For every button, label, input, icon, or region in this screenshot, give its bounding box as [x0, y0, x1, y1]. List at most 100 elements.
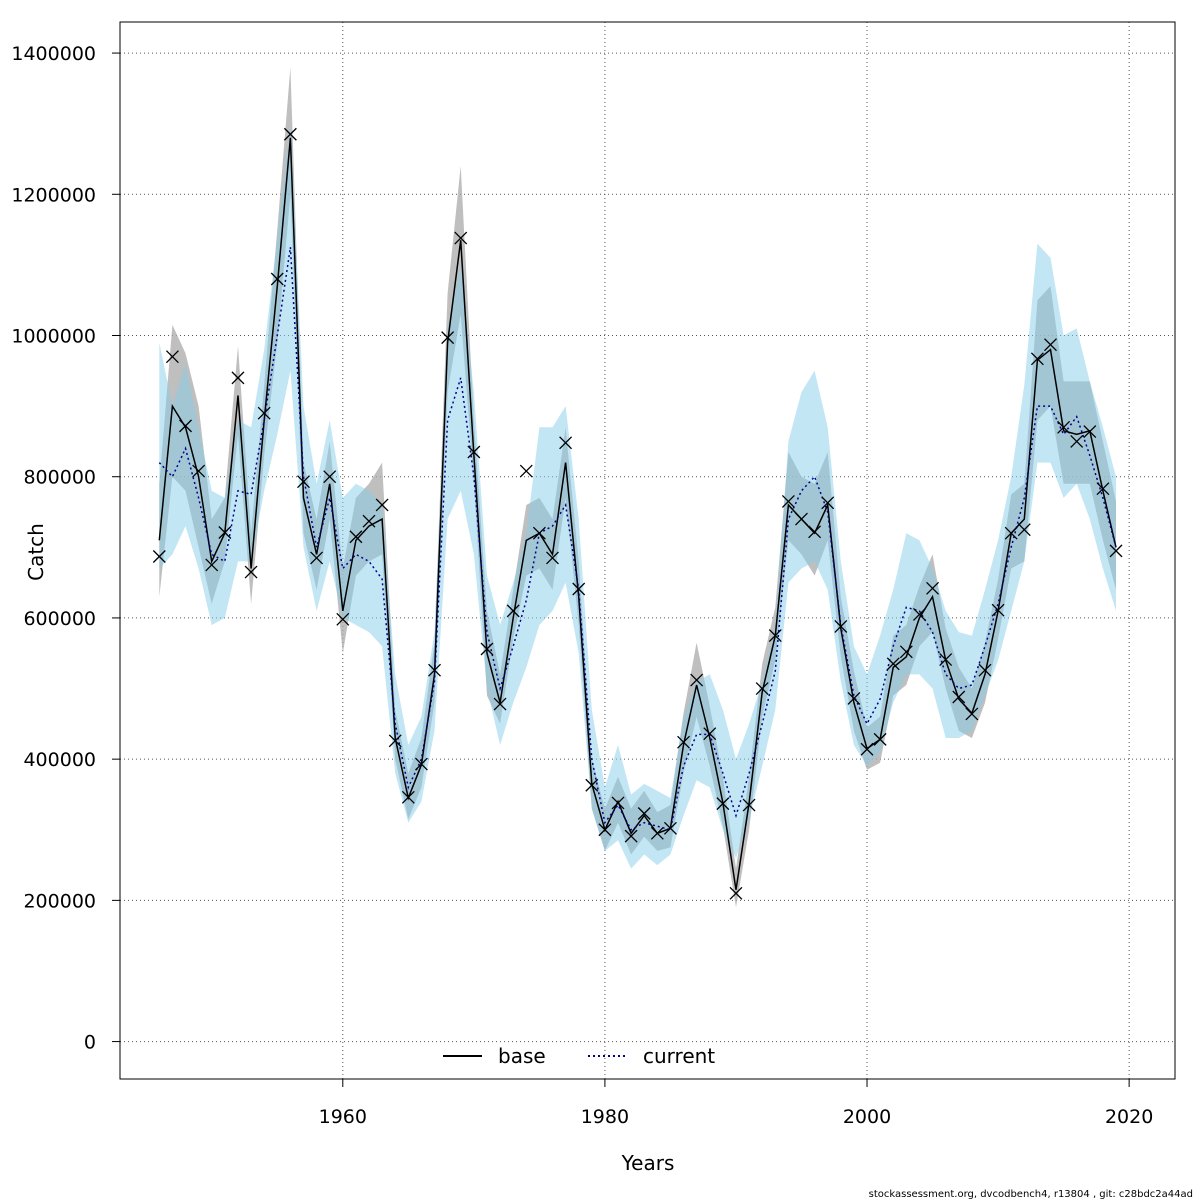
observed-point-1965: [401, 790, 415, 804]
observed-point-2002: [886, 657, 900, 671]
observed-point-2005: [926, 581, 940, 595]
observed-point-1986: [677, 735, 690, 749]
observed-point-2000: [860, 742, 874, 756]
observed-point-1977: [559, 436, 573, 450]
observed-point-1990: [729, 886, 743, 900]
observed-point-1998: [834, 619, 848, 633]
confidence-bands: [159, 67, 1117, 908]
observed-point-1973: [506, 604, 520, 618]
observed-point-2013: [1030, 352, 1044, 366]
observed-point-1991: [742, 798, 756, 812]
observed-point-2014: [1044, 338, 1057, 352]
observed-point-1974: [519, 464, 533, 478]
observed-point-1975: [532, 526, 546, 540]
observed-point-1988: [703, 727, 717, 741]
legend-base-label: base: [498, 1044, 546, 1068]
current-line: [158, 247, 1117, 831]
observed-point-2016: [1070, 434, 1084, 448]
observed-point-1968: [441, 331, 455, 345]
observed-point-2007: [952, 690, 966, 704]
y-tick-label-1400000: 1400000: [11, 43, 96, 65]
observed-point-1949: [192, 464, 206, 478]
observed-point-1961: [349, 530, 363, 544]
observed-point-1992: [755, 682, 769, 695]
y-tick-label-200000: 200000: [23, 890, 96, 912]
observed-point-1971: [480, 642, 494, 656]
observed-point-2011: [1004, 526, 1018, 540]
observed-point-2010: [991, 603, 1005, 617]
observed-point-1947: [165, 350, 179, 364]
observed-point-2009: [978, 663, 992, 677]
observed-point-1960: [336, 612, 350, 626]
axes: 1960 1980 2000 2020 0 200000 400000 600000 80000…: [11, 43, 1153, 1128]
observed-point-2008: [965, 707, 979, 721]
observed-point-1969: [454, 231, 468, 245]
observed-point-1955: [270, 272, 284, 286]
observed-point-1981: [611, 796, 625, 810]
observed-point-2001: [873, 732, 887, 746]
observed-point-2004: [912, 607, 926, 621]
legend: base current: [443, 1044, 715, 1068]
observed-point-1957: [297, 475, 310, 489]
observed-point-1958: [310, 551, 324, 565]
observed-point-1952: [231, 371, 245, 385]
observed-point-1959: [323, 470, 337, 484]
x-tick-label-2000: 2000: [843, 1106, 891, 1128]
observed-point-1997: [821, 496, 835, 510]
observed-point-1964: [388, 734, 402, 748]
observed-point-1967: [428, 663, 441, 677]
observed-point-1985: [663, 821, 677, 835]
observed-point-1979: [585, 778, 599, 792]
observed-point-2015: [1057, 420, 1071, 434]
observed-point-1989: [716, 797, 730, 811]
y-tick-label-800000: 800000: [23, 467, 96, 489]
x-tick-label-2020: 2020: [1105, 1106, 1153, 1128]
observed-point-2006: [939, 653, 953, 667]
footer-credit: stockassessment.org, dvcodbench4, r13804…: [869, 1189, 1193, 1200]
observed-point-1995: [795, 512, 808, 526]
y-tick-label-1000000: 1000000: [11, 325, 96, 347]
observed-point-2017: [1083, 425, 1097, 438]
observed-point-1993: [768, 629, 782, 643]
observed-point-1984: [650, 826, 664, 840]
x-tick-label-1960: 1960: [319, 1106, 367, 1128]
current-confidence-band: [159, 123, 1117, 869]
observed-point-1983: [637, 807, 651, 820]
observed-point-1976: [546, 551, 559, 565]
y-tick-label-400000: 400000: [23, 749, 96, 771]
observed-point-1956: [283, 127, 297, 141]
observed-point-1972: [493, 697, 507, 711]
y-tick-label-1200000: 1200000: [11, 184, 96, 206]
observed-point-1987: [690, 673, 704, 687]
observed-point-1994: [781, 494, 795, 508]
y-tick-label-0: 0: [84, 1032, 96, 1054]
observed-point-2018: [1096, 482, 1110, 496]
observed-points: [152, 127, 1123, 900]
x-tick-label-1980: 1980: [581, 1106, 629, 1128]
observed-point-1950: [205, 558, 219, 572]
observed-point-1963: [375, 498, 389, 512]
observed-point-1980: [598, 823, 612, 837]
observed-point-1970: [467, 445, 481, 459]
observed-point-1996: [808, 525, 822, 539]
observed-point-2003: [899, 645, 913, 659]
observed-point-1962: [362, 514, 376, 528]
observed-point-1966: [414, 757, 428, 771]
x-axis-title: Years: [621, 1151, 675, 1175]
observed-point-1982: [624, 829, 638, 843]
observed-point-2019: [1109, 544, 1123, 558]
observed-point-1946: [152, 550, 166, 563]
legend-current-label: current: [643, 1044, 715, 1068]
series-lines: [158, 137, 1117, 890]
observed-point-1999: [847, 691, 861, 705]
y-axis-title: Catch: [24, 523, 48, 581]
base-line: [158, 137, 1117, 890]
observed-point-1953: [244, 565, 258, 579]
observed-point-1954: [257, 406, 271, 420]
observed-point-1951: [218, 526, 232, 539]
observed-point-1978: [572, 582, 586, 596]
observed-point-2012: [1017, 523, 1031, 537]
observed-point-1948: [179, 419, 192, 433]
